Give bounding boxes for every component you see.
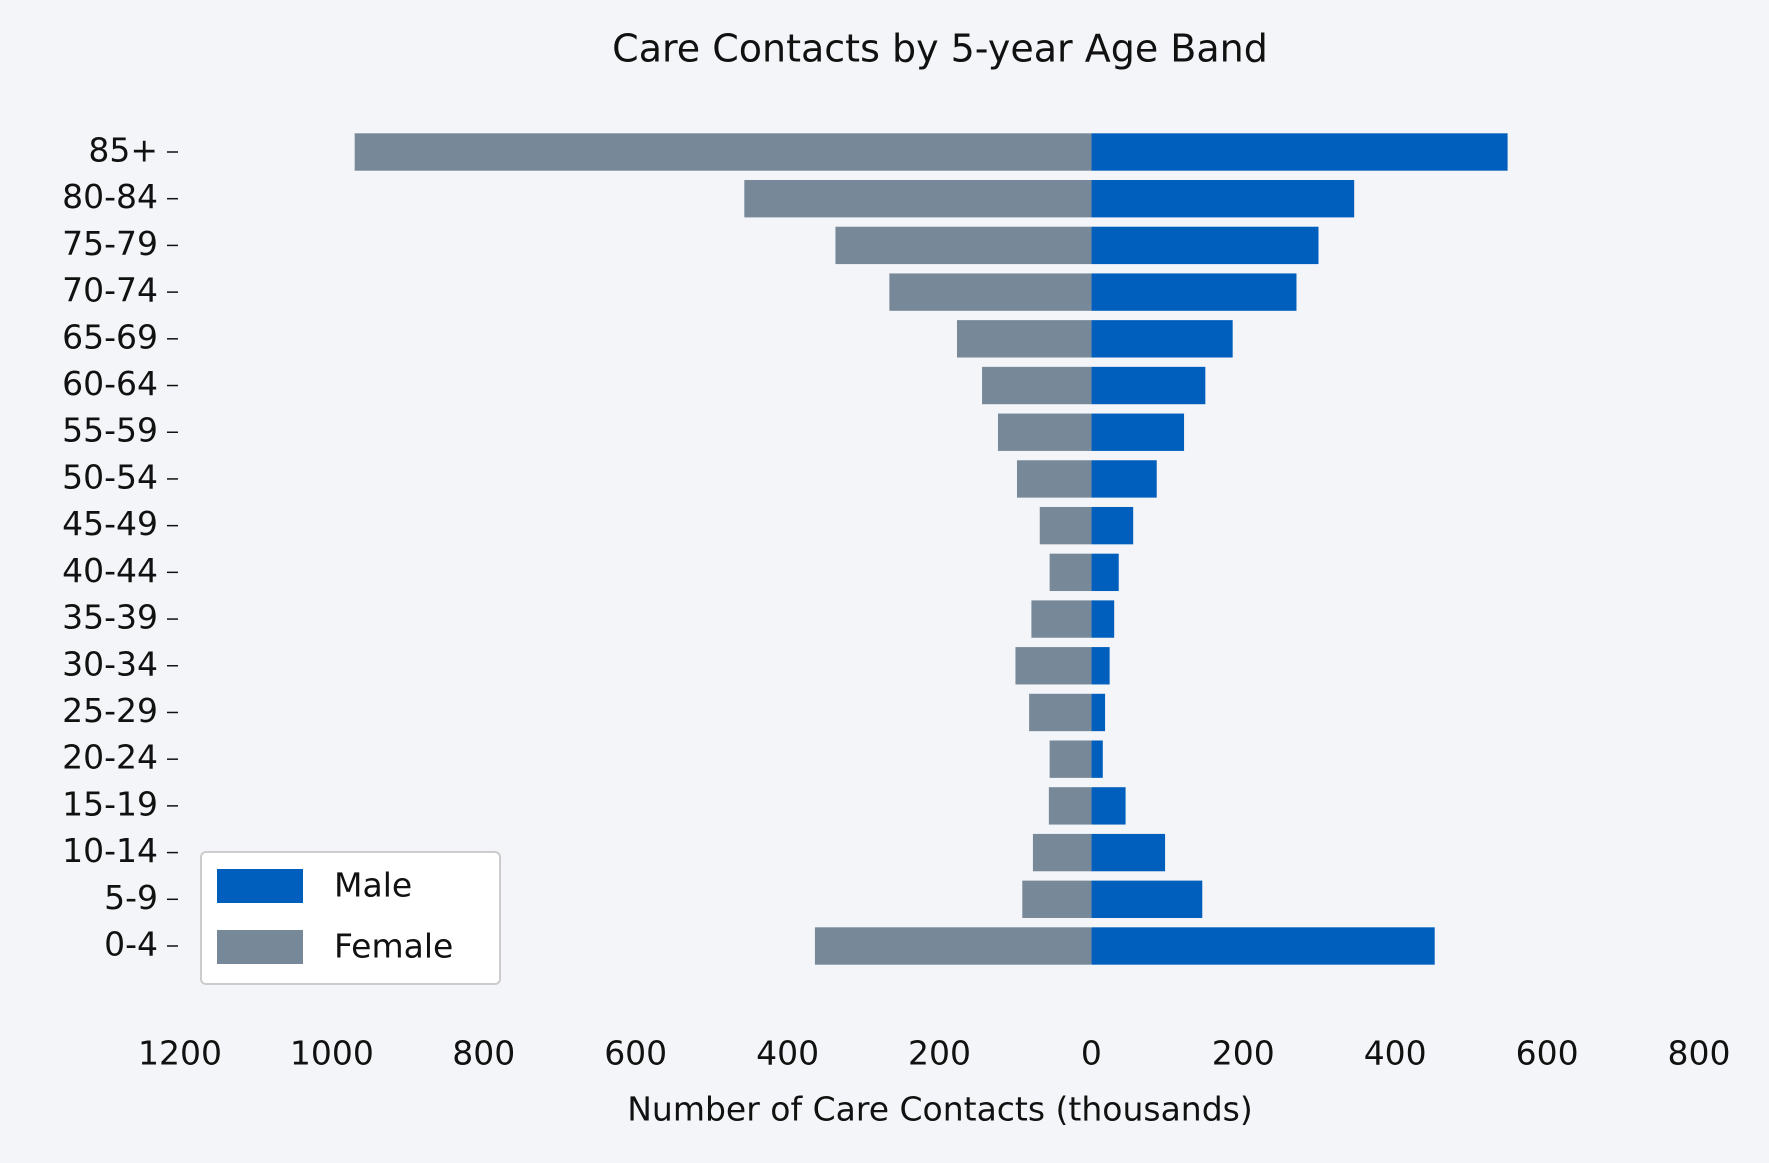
bar xyxy=(1091,506,1134,545)
legend-swatch xyxy=(217,869,303,903)
y-tick-label: 75-79 xyxy=(62,224,158,263)
legend-label: Female xyxy=(334,927,453,966)
y-tick-label: 20-24 xyxy=(62,738,158,777)
bar xyxy=(1091,647,1110,685)
bar xyxy=(1091,320,1233,358)
bar xyxy=(982,366,1092,405)
bar xyxy=(1091,880,1203,918)
bar xyxy=(1091,413,1185,451)
y-tick-label: 25-29 xyxy=(62,691,158,730)
y-tick-label: 45-49 xyxy=(62,504,158,543)
bar xyxy=(1039,506,1092,545)
bar xyxy=(1015,647,1092,685)
bar xyxy=(997,413,1092,451)
bar xyxy=(956,320,1092,358)
bar xyxy=(354,133,1092,171)
bar xyxy=(744,180,1092,218)
x-tick-label: 0 xyxy=(1081,1034,1102,1073)
y-tick-label: 80-84 xyxy=(62,177,158,216)
x-tick-label: 1000 xyxy=(290,1034,374,1073)
y-tick-label: 30-34 xyxy=(62,644,158,683)
bar xyxy=(1022,880,1092,918)
bar xyxy=(1048,787,1092,825)
bar xyxy=(1032,833,1092,872)
bar xyxy=(1049,553,1092,592)
bar xyxy=(1029,693,1092,732)
x-tick-label: 400 xyxy=(756,1034,819,1073)
y-tick-label: 15-19 xyxy=(62,784,158,823)
bar xyxy=(1091,833,1166,872)
bar xyxy=(1091,460,1157,498)
y-tick-label: 5-9 xyxy=(104,878,158,917)
bar xyxy=(1091,553,1119,592)
x-tick-label: 1200 xyxy=(138,1034,222,1073)
bar xyxy=(835,226,1092,265)
bar xyxy=(1049,740,1092,778)
y-tick-label: 55-59 xyxy=(62,411,158,450)
y-tick-label: 40-44 xyxy=(62,551,158,590)
y-tick-label: 70-74 xyxy=(62,271,158,310)
bar xyxy=(1091,180,1355,218)
y-tick-label: 85+ xyxy=(88,131,158,170)
bar xyxy=(1091,787,1126,825)
y-tick-label: 10-14 xyxy=(62,831,158,870)
x-axis-label: Number of Care Contacts (thousands) xyxy=(627,1090,1253,1129)
bar xyxy=(1091,273,1297,311)
bar xyxy=(1091,927,1435,965)
bar xyxy=(889,273,1092,311)
legend-swatch xyxy=(217,930,303,964)
bar xyxy=(1091,133,1508,171)
y-tick-label: 65-69 xyxy=(62,317,158,356)
x-tick-label: 800 xyxy=(1668,1034,1731,1073)
bar xyxy=(1091,740,1103,778)
x-tick-label: 600 xyxy=(1516,1034,1579,1073)
x-tick-label: 200 xyxy=(908,1034,971,1073)
y-tick-label: 60-64 xyxy=(62,364,158,403)
bar xyxy=(1016,460,1092,498)
x-tick-label: 200 xyxy=(1212,1034,1275,1073)
x-tick-label: 400 xyxy=(1364,1034,1427,1073)
y-tick-label: 35-39 xyxy=(62,598,158,637)
x-tick-label: 600 xyxy=(604,1034,667,1073)
x-tick-label: 800 xyxy=(452,1034,515,1073)
y-tick-label: 50-54 xyxy=(62,457,158,496)
bar xyxy=(814,927,1092,965)
bar xyxy=(1091,693,1106,732)
bar xyxy=(1031,600,1092,638)
chart-title: Care Contacts by 5-year Age Band xyxy=(612,27,1268,71)
y-tick-label: 0-4 xyxy=(104,925,158,964)
bar xyxy=(1091,600,1115,638)
legend-label: Male xyxy=(334,866,412,905)
bar xyxy=(1091,366,1206,405)
bar xyxy=(1091,226,1319,265)
